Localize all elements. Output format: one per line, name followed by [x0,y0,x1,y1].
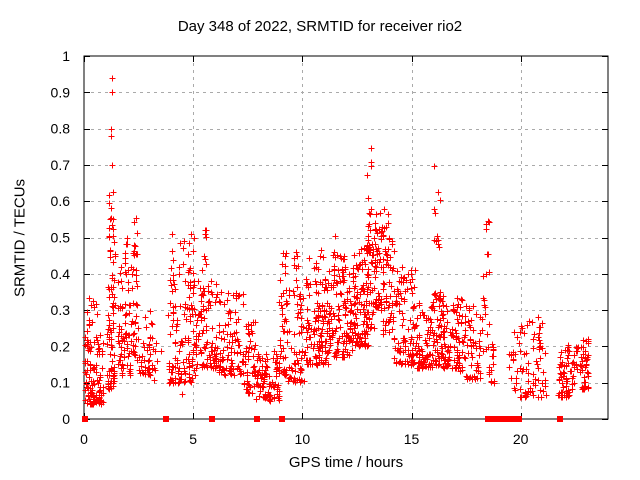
x-tick-label: 20 [513,431,529,447]
y-tick-label: 0.4 [51,266,71,282]
y-tick-label: 0.5 [51,230,71,246]
zero-flag-square [490,416,496,422]
zero-flag-square [254,416,260,422]
plot-border-and-ticks [83,55,609,420]
y-tick-label: 0.8 [51,121,71,137]
tick-labels: 00.10.20.30.40.50.60.70.80.910 5 10 15 20 [51,48,529,447]
zero-flag-square [279,416,285,422]
y-tick-label: 0.2 [51,338,71,354]
zero-flag-markers [82,416,563,422]
x-tick-label: 10 [295,431,311,447]
zero-flag-square [163,416,169,422]
y-tick-label: 0.9 [51,84,71,100]
x-tick-label: 0 [80,431,88,447]
y-tick-label: 0 [62,411,70,427]
x-axis-label: GPS time / hours [288,454,404,471]
x-tick-label: 15 [404,431,420,447]
y-tick-label: 0.6 [51,193,71,209]
y-tick-label: 0.1 [51,375,71,391]
zero-flag-square [509,416,515,422]
zero-flag-square [557,416,563,422]
scatter-points [82,75,592,408]
y-tick-label: 0.3 [51,302,71,318]
zero-flag-square [209,416,215,422]
zero-flag-square [516,416,522,422]
grid-lines [84,56,608,419]
zero-flag-square [82,416,88,422]
chart-title: Day 348 of 2022, SRMTID for receiver rio… [177,18,463,35]
x-tick-label: 5 [189,431,197,447]
y-tick-label: 0.7 [51,157,71,173]
y-tick-label: 1 [62,48,70,64]
